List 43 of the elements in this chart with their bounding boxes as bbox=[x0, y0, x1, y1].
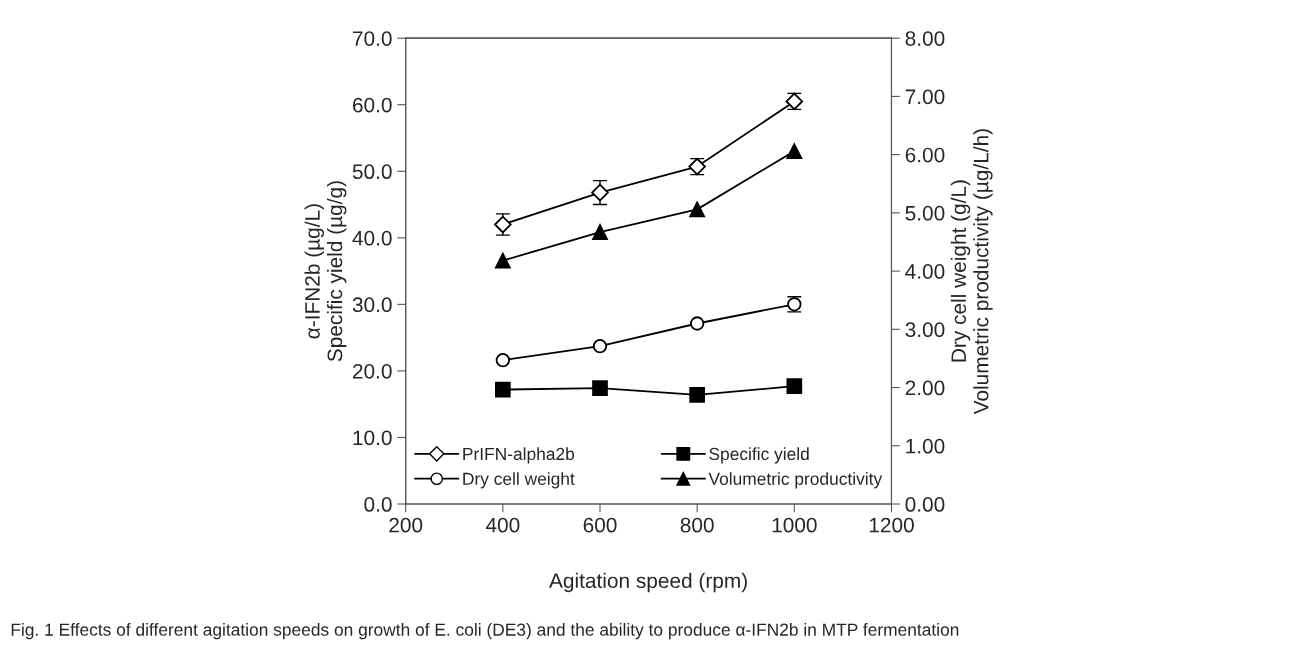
x-tick-label: 1200 bbox=[869, 517, 914, 533]
y-tick-label: 70.0 bbox=[353, 31, 392, 46]
point bbox=[591, 183, 609, 202]
x-axis-title: Agitation speed (rpm) bbox=[549, 572, 747, 593]
x-tick-label: 600 bbox=[583, 517, 617, 533]
y-tick-label: 10.0 bbox=[353, 430, 392, 446]
y-tick-label: 60.0 bbox=[353, 97, 392, 113]
legend-label: PrIFN-alpha2b bbox=[463, 447, 575, 464]
y2-tick-label: 4.00 bbox=[905, 264, 945, 279]
point bbox=[786, 378, 803, 395]
point bbox=[689, 201, 706, 218]
y2-tick-label: 0.00 bbox=[905, 497, 945, 512]
x-tick-label: 200 bbox=[389, 517, 423, 533]
caption: Fig. 1 Effects of different agitation speeds on growth of E. coli (DE3) and the ability to produce α-IFN2b in MTP fermentation bbox=[11, 623, 959, 640]
point bbox=[786, 143, 803, 159]
legend-label: Volumetric productivity bbox=[708, 472, 883, 489]
y2-tick-label: 1.00 bbox=[906, 438, 945, 454]
point bbox=[592, 224, 608, 240]
y-tick-label: 0.0 bbox=[364, 497, 392, 512]
point bbox=[495, 353, 511, 368]
point bbox=[689, 387, 706, 403]
y2-tick-label: 5.00 bbox=[905, 205, 945, 221]
y-axis-title: α-IFN2b (µg/L) Specific yield (µg/g) bbox=[304, 181, 347, 362]
x-tick-label: 400 bbox=[485, 517, 520, 533]
y-tick-label: 50.0 bbox=[352, 164, 392, 180]
y2-tick-label: 8.00 bbox=[905, 31, 945, 46]
legend-label: Specific yield bbox=[709, 447, 809, 464]
legend-label: Dry cell weight bbox=[463, 472, 575, 489]
y2-tick-label: 2.00 bbox=[905, 380, 945, 396]
y-tick-label: 40.0 bbox=[352, 230, 392, 246]
x-tick-label: 800 bbox=[680, 517, 714, 533]
y-tick-label: 20.0 bbox=[353, 363, 392, 379]
point bbox=[494, 252, 511, 269]
point bbox=[690, 316, 705, 331]
point bbox=[494, 381, 511, 398]
y2-axis-title: Dry cell weight (g/L) Volumetric productivity (µg/L/h) bbox=[950, 129, 993, 415]
y2-tick-label: 3.00 bbox=[905, 322, 945, 338]
y2-tick-label: 7.00 bbox=[905, 89, 945, 105]
x-tick-label: 1000 bbox=[772, 517, 817, 533]
y2-tick-label: 6.00 bbox=[905, 147, 945, 163]
point bbox=[592, 339, 608, 354]
y-tick-label: 30.0 bbox=[352, 297, 392, 313]
point bbox=[592, 380, 608, 397]
